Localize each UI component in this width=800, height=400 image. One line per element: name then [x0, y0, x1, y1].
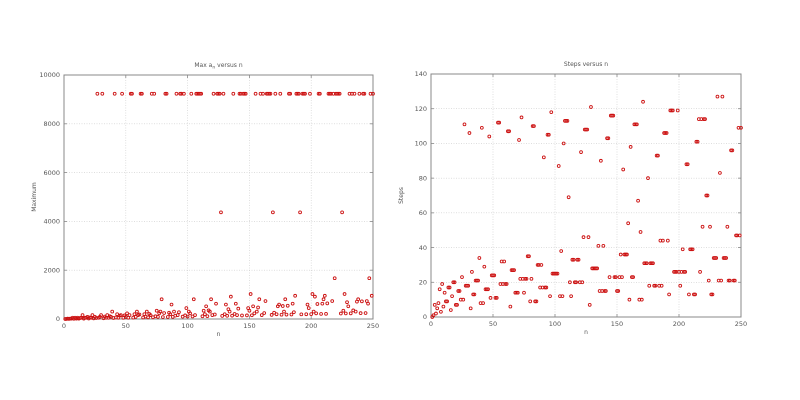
x-tick-label: 250 [735, 320, 747, 328]
data-points [63, 91, 375, 321]
y-tick-label: 140 [415, 70, 427, 78]
chart-title: Max an versus n [194, 62, 242, 71]
y-tick-label: 80 [419, 174, 427, 182]
x-axis-label: n [217, 331, 221, 338]
max-chart-svg: 0 2000 4000 6000 8000 10000 0 50 100 150 200 250 Max… [31, 62, 379, 338]
axis-ticks: 0 2000 4000 6000 8000 10000 0 50 100 150 200 250 [39, 71, 379, 330]
y-tick-label: 40 [419, 244, 427, 252]
x-tick-label: 150 [611, 320, 623, 328]
x-tick-label: 50 [489, 320, 497, 328]
x-tick-label: 250 [367, 322, 379, 330]
y-tick-label: 6000 [43, 169, 60, 177]
x-tick-label: 200 [305, 322, 317, 330]
x-axis-label: n [584, 329, 588, 336]
max-versus-n-chart: 0 2000 4000 6000 8000 10000 0 50 100 150 200 250 Max… [31, 62, 379, 338]
y-axis-label: Steps [398, 187, 405, 204]
y-tick-label: 0 [56, 315, 60, 323]
y-tick-label: 20 [419, 278, 427, 286]
y-tick-label: 10000 [39, 71, 60, 79]
x-tick-label: 0 [62, 322, 66, 330]
y-tick-label: 0 [423, 313, 427, 321]
y-tick-label: 100 [415, 140, 427, 148]
x-tick-label: 100 [181, 322, 193, 330]
grid-lines [64, 75, 373, 319]
x-tick-label: 150 [243, 322, 255, 330]
y-tick-label: 60 [419, 209, 427, 217]
chart-title: Steps versus n [564, 61, 608, 68]
grid-lines [431, 74, 741, 317]
y-tick-label: 120 [415, 105, 427, 113]
plot-frame [430, 73, 742, 318]
x-tick-label: 50 [122, 322, 130, 330]
plot-frame [63, 74, 374, 320]
x-tick-label: 100 [549, 320, 561, 328]
y-tick-label: 4000 [43, 218, 60, 226]
y-tick-label: 2000 [43, 266, 60, 274]
data-points [430, 94, 743, 319]
axis-ticks: 0 20 40 60 80 100 120 140 0 50 100 150 200 250 [415, 70, 748, 328]
y-tick-label: 8000 [43, 120, 60, 128]
x-tick-label: 0 [429, 320, 433, 328]
y-axis-label: Maximum [31, 182, 38, 212]
x-tick-label: 200 [673, 320, 685, 328]
